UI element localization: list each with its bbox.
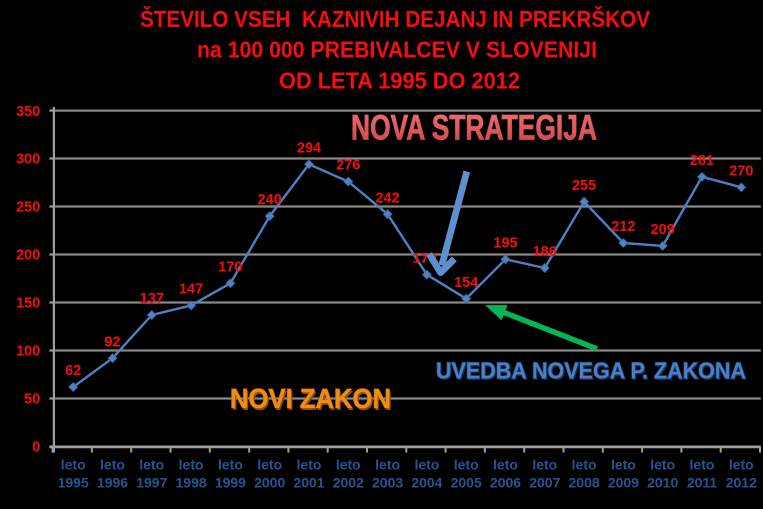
svg-text:147: 147	[179, 282, 203, 298]
svg-text:2005: 2005	[451, 475, 482, 491]
svg-text:ŠTEVILO VSEH KAZNIVIH DEJANJ: ŠTEVILO VSEH KAZNIVIH DEJANJ IN PREKRŠKO…	[140, 5, 651, 32]
svg-text:209: 209	[651, 222, 675, 238]
svg-text:195: 195	[493, 235, 517, 251]
svg-text:154: 154	[454, 275, 478, 291]
svg-text:300: 300	[16, 152, 40, 168]
svg-text:1999: 1999	[215, 475, 246, 491]
svg-text:92: 92	[104, 334, 120, 350]
svg-text:leto: leto	[297, 456, 322, 472]
svg-text:1996: 1996	[97, 475, 128, 491]
svg-text:leto: leto	[375, 456, 400, 472]
svg-text:212: 212	[611, 219, 635, 235]
svg-text:leto: leto	[218, 456, 243, 472]
svg-text:2011: 2011	[687, 475, 718, 491]
svg-text:62: 62	[65, 363, 81, 379]
svg-text:240: 240	[258, 192, 282, 208]
svg-text:2001: 2001	[293, 475, 324, 491]
svg-text:leto: leto	[61, 456, 86, 472]
svg-text:350: 350	[16, 104, 40, 120]
svg-text:2012: 2012	[726, 475, 757, 491]
svg-text:2007: 2007	[529, 475, 560, 491]
svg-text:1997: 1997	[136, 475, 167, 491]
svg-text:2009: 2009	[608, 475, 639, 491]
svg-text:leto: leto	[414, 456, 439, 472]
svg-text:100: 100	[16, 344, 40, 360]
svg-text:2010: 2010	[647, 475, 678, 491]
svg-text:1995: 1995	[58, 475, 89, 491]
svg-text:NOVI ZAKON: NOVI ZAKON	[230, 383, 391, 414]
svg-text:leto: leto	[100, 456, 125, 472]
svg-text:leto: leto	[139, 456, 164, 472]
svg-text:leto: leto	[179, 456, 204, 472]
svg-text:UVEDBA NOVEGA P. ZAKONA: UVEDBA NOVEGA P. ZAKONA	[436, 358, 746, 384]
svg-text:281: 281	[690, 153, 714, 169]
svg-text:NOVA STRATEGIJA: NOVA STRATEGIJA	[351, 108, 597, 147]
svg-text:2008: 2008	[569, 475, 600, 491]
svg-text:270: 270	[729, 163, 753, 179]
svg-text:na 100 000 PREBIVALCEV V SLOVE: na 100 000 PREBIVALCEV V SLOVENIJI	[197, 37, 597, 63]
svg-text:294: 294	[297, 140, 321, 156]
svg-text:leto: leto	[572, 456, 597, 472]
svg-text:leto: leto	[454, 456, 479, 472]
svg-text:200: 200	[16, 248, 40, 264]
svg-text:2002: 2002	[333, 475, 364, 491]
svg-text:255: 255	[572, 178, 596, 194]
svg-text:NOVI ZAKON: NOVI ZAKON	[231, 385, 392, 416]
svg-text:1998: 1998	[176, 475, 207, 491]
svg-text:2004: 2004	[411, 475, 442, 491]
svg-text:50: 50	[24, 392, 40, 408]
svg-text:leto: leto	[611, 456, 636, 472]
svg-text:leto: leto	[532, 456, 557, 472]
svg-text:242: 242	[375, 190, 399, 206]
svg-text:leto: leto	[336, 456, 361, 472]
svg-text:UVEDBA NOVEGA P. ZAKONA: UVEDBA NOVEGA P. ZAKONA	[437, 359, 747, 385]
svg-text:2000: 2000	[254, 475, 285, 491]
svg-text:276: 276	[336, 158, 360, 174]
svg-text:leto: leto	[729, 456, 754, 472]
svg-text:OD LETA 1995 DO 2012: OD LETA 1995 DO 2012	[279, 67, 520, 93]
svg-text:0: 0	[32, 440, 40, 456]
svg-text:250: 250	[16, 200, 40, 216]
svg-text:150: 150	[16, 296, 40, 312]
svg-text:leto: leto	[257, 456, 282, 472]
svg-text:137: 137	[140, 291, 164, 307]
svg-text:leto: leto	[493, 456, 518, 472]
svg-text:2006: 2006	[490, 475, 521, 491]
svg-text:2003: 2003	[372, 475, 403, 491]
svg-text:leto: leto	[650, 456, 675, 472]
svg-text:170: 170	[218, 259, 242, 275]
svg-text:leto: leto	[690, 456, 715, 472]
svg-text:186: 186	[533, 244, 557, 260]
